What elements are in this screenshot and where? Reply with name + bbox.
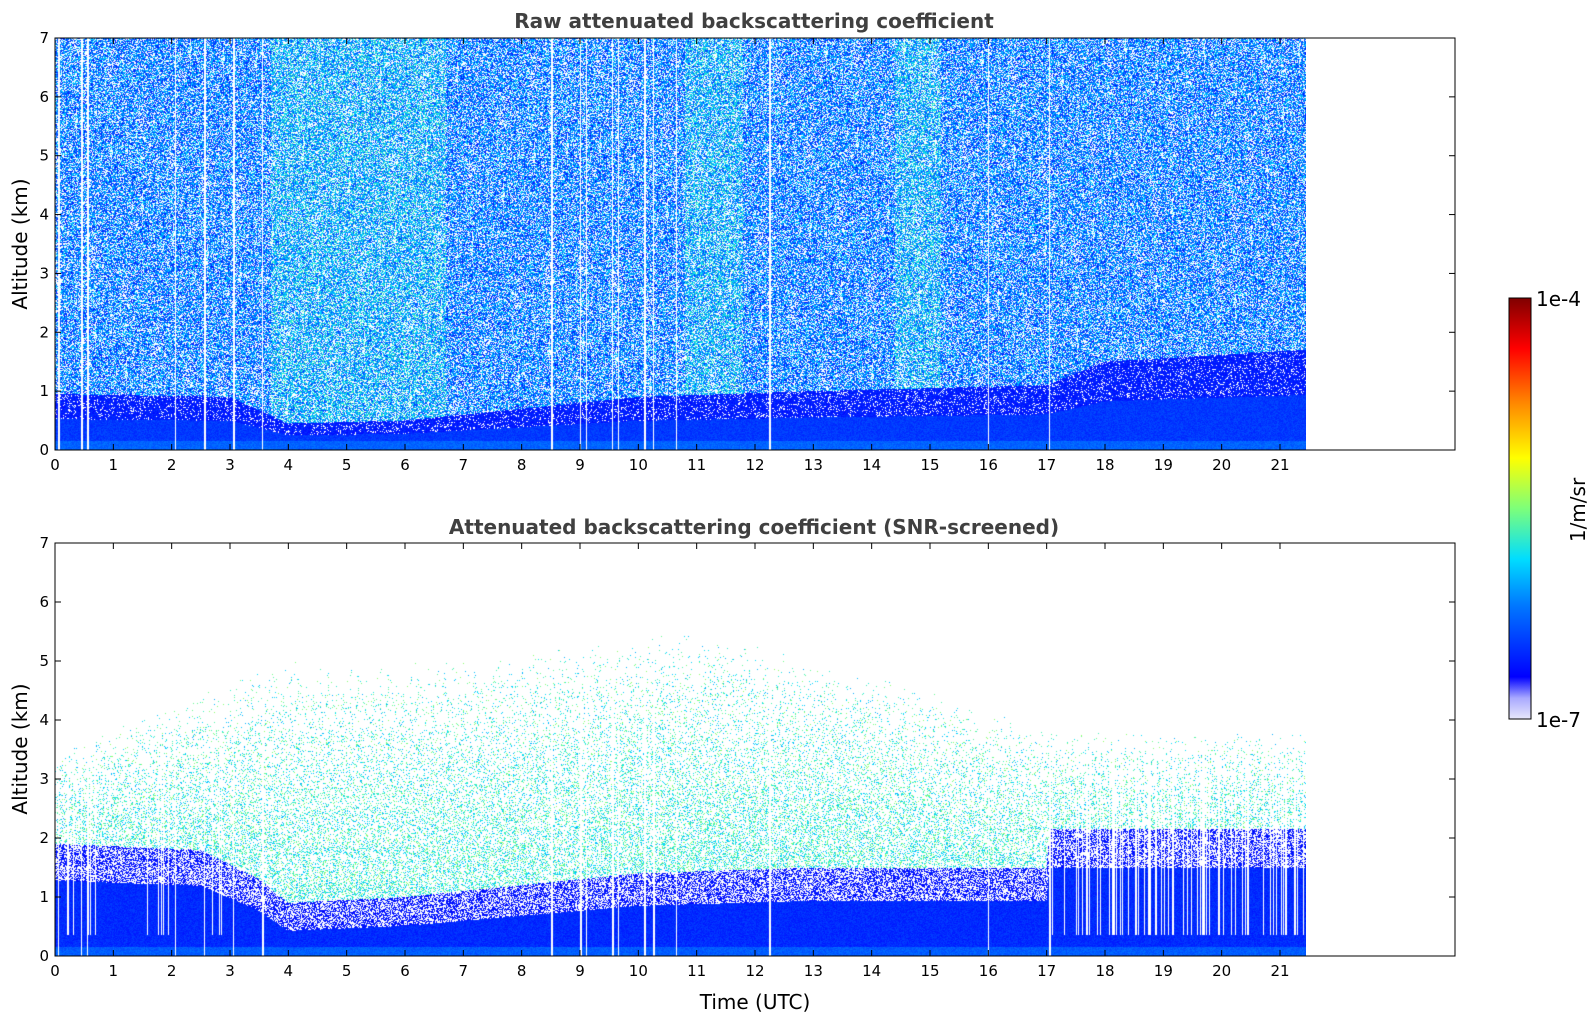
panel-raw-x-tick-label: 9 bbox=[575, 456, 585, 474]
panel-raw-x-tick-label: 15 bbox=[920, 456, 939, 474]
panel-screened-x-tick-label: 7 bbox=[459, 962, 469, 980]
panel-raw-x-tick-label: 2 bbox=[167, 456, 177, 474]
panel-raw-x-tick-label: 4 bbox=[284, 456, 294, 474]
panel-screened-x-tick-label: 14 bbox=[862, 962, 881, 980]
panel-raw-title: Raw attenuated backscattering coefficien… bbox=[514, 9, 994, 33]
panel-screened-x-tick-label: 21 bbox=[1270, 962, 1289, 980]
panel-raw: Raw attenuated backscattering coefficien… bbox=[8, 9, 1456, 474]
panel-screened-x-tick-label: 5 bbox=[342, 962, 352, 980]
colorbar-unit-label: 1/m/sr bbox=[1566, 477, 1590, 542]
panel-screened-x-tick-label: 2 bbox=[167, 962, 177, 980]
panel-screened-x-tick-label: 12 bbox=[745, 962, 764, 980]
panel-raw-y-tick-label: 6 bbox=[39, 88, 49, 106]
panel-screened-x-tick-label: 13 bbox=[804, 962, 823, 980]
panel-raw-x-tick-label: 19 bbox=[1154, 456, 1173, 474]
panel-raw-y-tick-label: 0 bbox=[39, 441, 49, 459]
panel-screened-plot-area bbox=[55, 543, 1306, 956]
panel-raw-x-ticks: 0 1 2 3 4 5 6 7 8 9 10 11 12 13 14 15 16 17 18 19 20 21 bbox=[50, 38, 1290, 474]
panel-screened-y-tick-label: 5 bbox=[39, 652, 49, 670]
panel-screened-x-tick-label: 20 bbox=[1212, 962, 1231, 980]
panel-screened-x-tick-label: 6 bbox=[400, 962, 410, 980]
panel-screened-x-ticks: 0 1 2 3 4 5 6 7 8 9 10 11 12 13 14 15 16 17 18 19 20 21 bbox=[50, 543, 1290, 980]
panel-raw-x-tick-label: 17 bbox=[1037, 456, 1056, 474]
panel-raw-y-tick-label: 7 bbox=[39, 29, 49, 47]
panel-screened-x-tick-label: 16 bbox=[979, 962, 998, 980]
panel-raw-x-tick-label: 18 bbox=[1095, 456, 1114, 474]
panel-raw-x-tick-label: 0 bbox=[50, 456, 60, 474]
panel-screened-x-tick-label: 4 bbox=[284, 962, 294, 980]
panel-screened: Attenuated backscattering coefficient (S… bbox=[8, 515, 1456, 1014]
panel-raw-x-tick-label: 16 bbox=[979, 456, 998, 474]
panel-screened-x-tick-label: 10 bbox=[629, 962, 648, 980]
panel-screened-x-tick-label: 0 bbox=[50, 962, 60, 980]
panel-screened-x-tick-label: 1 bbox=[109, 962, 119, 980]
panel-screened-y-tick-label: 1 bbox=[39, 888, 49, 906]
panel-raw-x-tick-label: 7 bbox=[459, 456, 469, 474]
panel-raw-y-tick-label: 4 bbox=[39, 206, 49, 224]
panel-raw-x-tick-label: 6 bbox=[400, 456, 410, 474]
panel-raw-x-tick-label: 1 bbox=[109, 456, 119, 474]
panel-screened-y-tick-label: 3 bbox=[39, 770, 49, 788]
panel-screened-ylabel: Altitude (km) bbox=[8, 683, 32, 814]
panel-raw-x-tick-label: 14 bbox=[862, 456, 881, 474]
colorbar-min-label: 1e-7 bbox=[1536, 708, 1581, 732]
panel-screened-x-tick-label: 17 bbox=[1037, 962, 1056, 980]
panel-screened-y-ticks: 0 1 2 3 4 5 6 7 bbox=[39, 534, 1455, 965]
panel-screened-x-tick-label: 11 bbox=[687, 962, 706, 980]
panel-screened-x-tick-label: 8 bbox=[517, 962, 527, 980]
panel-raw-x-tick-label: 21 bbox=[1270, 456, 1289, 474]
colorbar: 1e-4 1e-7 1/m/sr bbox=[1508, 287, 1590, 732]
panel-screened-x-tick-label: 19 bbox=[1154, 962, 1173, 980]
panel-raw-x-tick-label: 13 bbox=[804, 456, 823, 474]
panel-raw-plot-area bbox=[55, 38, 1306, 450]
panel-raw-heatmap bbox=[55, 38, 1306, 450]
panel-screened-heatmap bbox=[55, 543, 1306, 956]
panel-screened-x-tick-label: 15 bbox=[920, 962, 939, 980]
panel-screened-xlabel: Time (UTC) bbox=[699, 990, 811, 1014]
panel-raw-y-tick-label: 5 bbox=[39, 147, 49, 165]
colorbar-max-label: 1e-4 bbox=[1536, 287, 1581, 311]
panel-raw-ylabel: Altitude (km) bbox=[8, 178, 32, 309]
panel-raw-x-tick-label: 8 bbox=[517, 456, 527, 474]
panel-screened-y-tick-label: 4 bbox=[39, 711, 49, 729]
colorbar-gradient bbox=[1508, 297, 1532, 720]
panel-screened-y-tick-label: 2 bbox=[39, 829, 49, 847]
panel-raw-x-tick-label: 5 bbox=[342, 456, 352, 474]
panel-screened-x-tick-label: 3 bbox=[225, 962, 235, 980]
panel-screened-y-tick-label: 0 bbox=[39, 947, 49, 965]
panel-raw-x-tick-label: 20 bbox=[1212, 456, 1231, 474]
panel-screened-x-tick-label: 18 bbox=[1095, 962, 1114, 980]
panel-raw-y-tick-label: 1 bbox=[39, 382, 49, 400]
panel-raw-y-ticks: 0 1 2 3 4 5 6 7 bbox=[39, 29, 1455, 459]
panel-raw-x-tick-label: 3 bbox=[225, 456, 235, 474]
panel-screened-y-tick-label: 6 bbox=[39, 593, 49, 611]
panel-screened-x-tick-label: 9 bbox=[575, 962, 585, 980]
panel-raw-x-tick-label: 12 bbox=[745, 456, 764, 474]
panel-screened-title: Attenuated backscattering coefficient (S… bbox=[449, 515, 1059, 539]
panel-raw-y-tick-label: 3 bbox=[39, 264, 49, 282]
panel-screened-y-tick-label: 7 bbox=[39, 534, 49, 552]
panel-raw-x-tick-label: 11 bbox=[687, 456, 706, 474]
panel-raw-y-tick-label: 2 bbox=[39, 323, 49, 341]
panel-raw-x-tick-label: 10 bbox=[629, 456, 648, 474]
